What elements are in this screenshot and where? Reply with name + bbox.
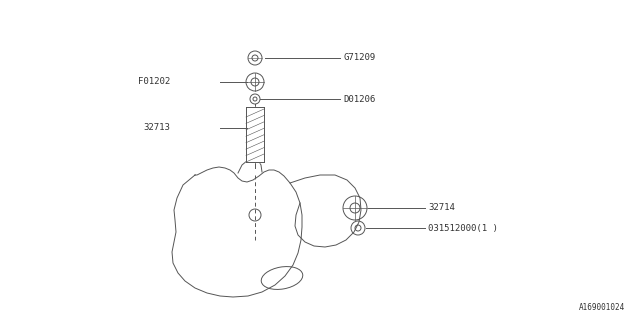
Text: F01202: F01202 <box>138 77 170 86</box>
Text: D01206: D01206 <box>343 94 375 103</box>
Text: 031512000(1 ): 031512000(1 ) <box>428 223 498 233</box>
Polygon shape <box>246 107 264 162</box>
Text: 32713: 32713 <box>143 124 170 132</box>
Text: 32714: 32714 <box>428 204 455 212</box>
Text: A169001024: A169001024 <box>579 303 625 312</box>
Text: G71209: G71209 <box>343 53 375 62</box>
